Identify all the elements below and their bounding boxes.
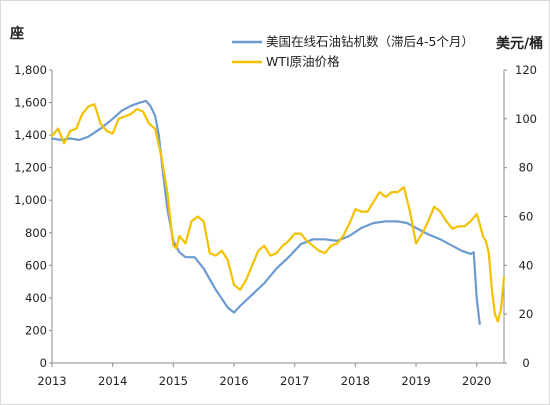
series-line-rig-count	[50, 99, 481, 325]
y-left-tick-label: 1,000	[14, 193, 47, 207]
y-right-tick-label: 40	[519, 258, 534, 272]
right-axis-unit: 美元/桶	[496, 35, 543, 52]
x-tick-label: 2017	[280, 374, 309, 388]
y-right-tick-label: 20	[519, 307, 534, 321]
legend: 美国在线石油钻机数（滞后4-5个月） WTI原油价格	[232, 34, 474, 69]
y-left-tick-label: 1,400	[14, 128, 47, 142]
x-tick-label: 2013	[37, 374, 66, 388]
legend-label-wti: WTI原油价格	[266, 54, 340, 69]
x-tick-label: 2015	[159, 374, 188, 388]
y-left-tick-label: 200	[25, 323, 47, 337]
y-left-tick-label: 0	[40, 356, 47, 370]
y-right-tick-label: 100	[515, 112, 537, 126]
series-line-wti-price	[50, 103, 506, 323]
y-left-tick-label: 600	[25, 258, 47, 272]
x-tick-label: 2020	[462, 374, 491, 388]
x-tick-label: 2019	[401, 374, 430, 388]
y-left-tick-label: 1,800	[14, 63, 47, 77]
y-right-tick-label: 60	[519, 210, 534, 224]
y-left-tick-label: 1,600	[14, 96, 47, 110]
x-tick-label: 2018	[341, 374, 370, 388]
legend-label-rigs: 美国在线石油钻机数（滞后4-5个月）	[266, 34, 474, 49]
y-right-tick-label: 80	[519, 161, 534, 175]
y-left-tick-label: 400	[25, 291, 47, 305]
x-tick-label: 2016	[219, 374, 248, 388]
x-tick-label: 2014	[98, 374, 127, 388]
y-left-tick-label: 1,200	[14, 161, 47, 175]
y-left-tick-label: 800	[25, 226, 47, 240]
y-right-tick-label: 120	[515, 63, 537, 77]
y-right-tick-label: 0	[522, 356, 529, 370]
left-axis-unit: 座	[10, 25, 24, 42]
